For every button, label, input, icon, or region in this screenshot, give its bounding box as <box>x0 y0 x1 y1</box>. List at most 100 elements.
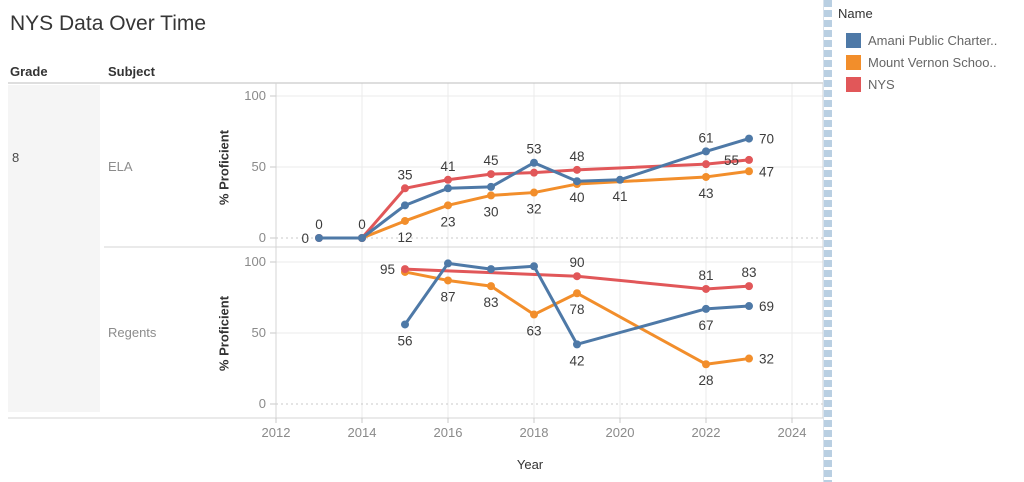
data-point-amani-public-charter-school[interactable] <box>487 182 495 191</box>
data-point-mount-vernon-school-district[interactable] <box>487 282 495 291</box>
data-label: 63 <box>526 324 541 339</box>
data-point-mount-vernon-school-district[interactable] <box>530 188 538 197</box>
data-label: 56 <box>397 333 412 348</box>
legend-title: Name <box>838 6 873 21</box>
data-label: 83 <box>741 265 756 280</box>
grade-value: 8 <box>12 150 20 165</box>
data-label: 0 <box>301 231 309 246</box>
data-point-amani-public-charter-school[interactable] <box>358 234 366 242</box>
data-point-mount-vernon-school-district[interactable] <box>487 191 495 200</box>
x-tick-label: 2020 <box>606 425 635 440</box>
data-label: 0 <box>358 217 366 232</box>
data-point-mount-vernon-school-district[interactable] <box>444 276 452 285</box>
legend-swatch[interactable] <box>846 76 861 92</box>
x-tick-label: 2022 <box>692 425 721 440</box>
data-label: 43 <box>698 186 713 201</box>
data-point-nys[interactable] <box>573 272 581 281</box>
x-tick-label: 2016 <box>434 425 463 440</box>
x-tick-label: 2024 <box>778 425 807 440</box>
data-label: 90 <box>569 255 584 270</box>
data-point-mount-vernon-school-district[interactable] <box>745 354 753 363</box>
legend: Name Amani Public Charter.. Mount Vernon … <box>838 6 1020 95</box>
legend-label: NYS <box>868 76 895 92</box>
data-point-amani-public-charter-school[interactable] <box>315 234 323 242</box>
data-point-amani-public-charter-school[interactable] <box>530 158 538 167</box>
y-tick-label: 50 <box>252 325 266 340</box>
series-line-mount-vernon-school-district[interactable] <box>403 270 751 366</box>
data-point-nys[interactable] <box>401 184 409 193</box>
data-label: 0 <box>315 217 323 232</box>
data-label: 48 <box>569 149 584 164</box>
data-point-mount-vernon-school-district[interactable] <box>745 167 753 176</box>
subject-row-ela: ELA <box>108 159 133 174</box>
legend-item-nys[interactable]: NYS <box>838 73 1020 95</box>
data-point-nys[interactable] <box>573 165 581 174</box>
data-point-amani-public-charter-school[interactable] <box>401 320 409 329</box>
data-point-amani-public-charter-school[interactable] <box>745 134 753 143</box>
data-point-nys[interactable] <box>530 168 538 177</box>
data-point-mount-vernon-school-district[interactable] <box>530 310 538 319</box>
data-label: 53 <box>526 142 541 157</box>
data-point-nys[interactable] <box>745 155 753 164</box>
data-point-nys[interactable] <box>702 160 710 169</box>
data-point-nys[interactable] <box>702 284 710 293</box>
y-tick-label: 100 <box>244 254 266 269</box>
data-point-mount-vernon-school-district[interactable] <box>702 360 710 369</box>
data-label: 28 <box>698 373 713 388</box>
scrollbar[interactable] <box>823 0 832 482</box>
legend-label: Amani Public Charter.. <box>868 32 998 48</box>
x-tick-label: 2012 <box>262 425 291 440</box>
data-point-amani-public-charter-school[interactable] <box>616 175 624 184</box>
data-label: 32 <box>526 202 541 217</box>
series-line-amani-public-charter-school[interactable] <box>317 137 751 240</box>
data-label: 87 <box>440 289 455 304</box>
data-point-amani-public-charter-school[interactable] <box>573 177 581 186</box>
y-tick-label: 100 <box>244 88 266 103</box>
x-tick-label: 2018 <box>520 425 549 440</box>
data-point-nys[interactable] <box>444 175 452 184</box>
data-point-mount-vernon-school-district[interactable] <box>573 289 581 298</box>
data-label: 78 <box>569 302 584 317</box>
data-point-amani-public-charter-school[interactable] <box>444 184 452 193</box>
data-point-amani-public-charter-school[interactable] <box>573 340 581 349</box>
data-point-amani-public-charter-school[interactable] <box>530 262 538 271</box>
x-tick-label: 2014 <box>348 425 377 440</box>
data-point-amani-public-charter-school[interactable] <box>487 265 495 274</box>
legend-item-mount-vernon-schoo[interactable]: Mount Vernon Schoo.. <box>838 51 1020 73</box>
data-label: 23 <box>440 214 455 229</box>
legend-swatch[interactable] <box>846 32 861 48</box>
data-point-nys[interactable] <box>401 265 409 274</box>
data-point-nys[interactable] <box>487 170 495 179</box>
data-label: 61 <box>698 130 713 145</box>
data-point-amani-public-charter-school[interactable] <box>702 147 710 156</box>
data-point-amani-public-charter-school[interactable] <box>401 201 409 210</box>
data-point-amani-public-charter-school[interactable] <box>745 302 753 311</box>
data-point-amani-public-charter-school[interactable] <box>702 304 710 313</box>
data-point-mount-vernon-school-district[interactable] <box>401 216 409 225</box>
page-title: NYS Data Over Time <box>10 12 207 35</box>
data-label: 95 <box>380 262 395 277</box>
data-label: 81 <box>698 268 713 283</box>
data-label: 70 <box>759 132 774 147</box>
data-label: 41 <box>440 159 455 174</box>
data-label: 35 <box>397 167 412 182</box>
y-tick-label: 0 <box>259 230 266 245</box>
data-point-mount-vernon-school-district[interactable] <box>444 201 452 210</box>
legend-swatch[interactable] <box>846 54 861 70</box>
data-point-mount-vernon-school-district[interactable] <box>702 172 710 181</box>
data-label: 47 <box>759 164 774 179</box>
series-line-mount-vernon-school-district[interactable] <box>360 169 751 240</box>
data-label: 42 <box>569 353 584 368</box>
data-label: 41 <box>612 189 627 204</box>
legend-item-amani-public-charter[interactable]: Amani Public Charter.. <box>838 29 1020 51</box>
data-label: 69 <box>759 299 774 314</box>
grade-cell-background <box>8 85 100 412</box>
data-point-amani-public-charter-school[interactable] <box>444 259 452 268</box>
data-point-nys[interactable] <box>745 282 753 291</box>
data-label: 55 <box>724 153 739 168</box>
y-tick-label: 0 <box>259 396 266 411</box>
subject-row-regents: Regents <box>108 325 157 340</box>
data-label: 30 <box>483 204 498 219</box>
